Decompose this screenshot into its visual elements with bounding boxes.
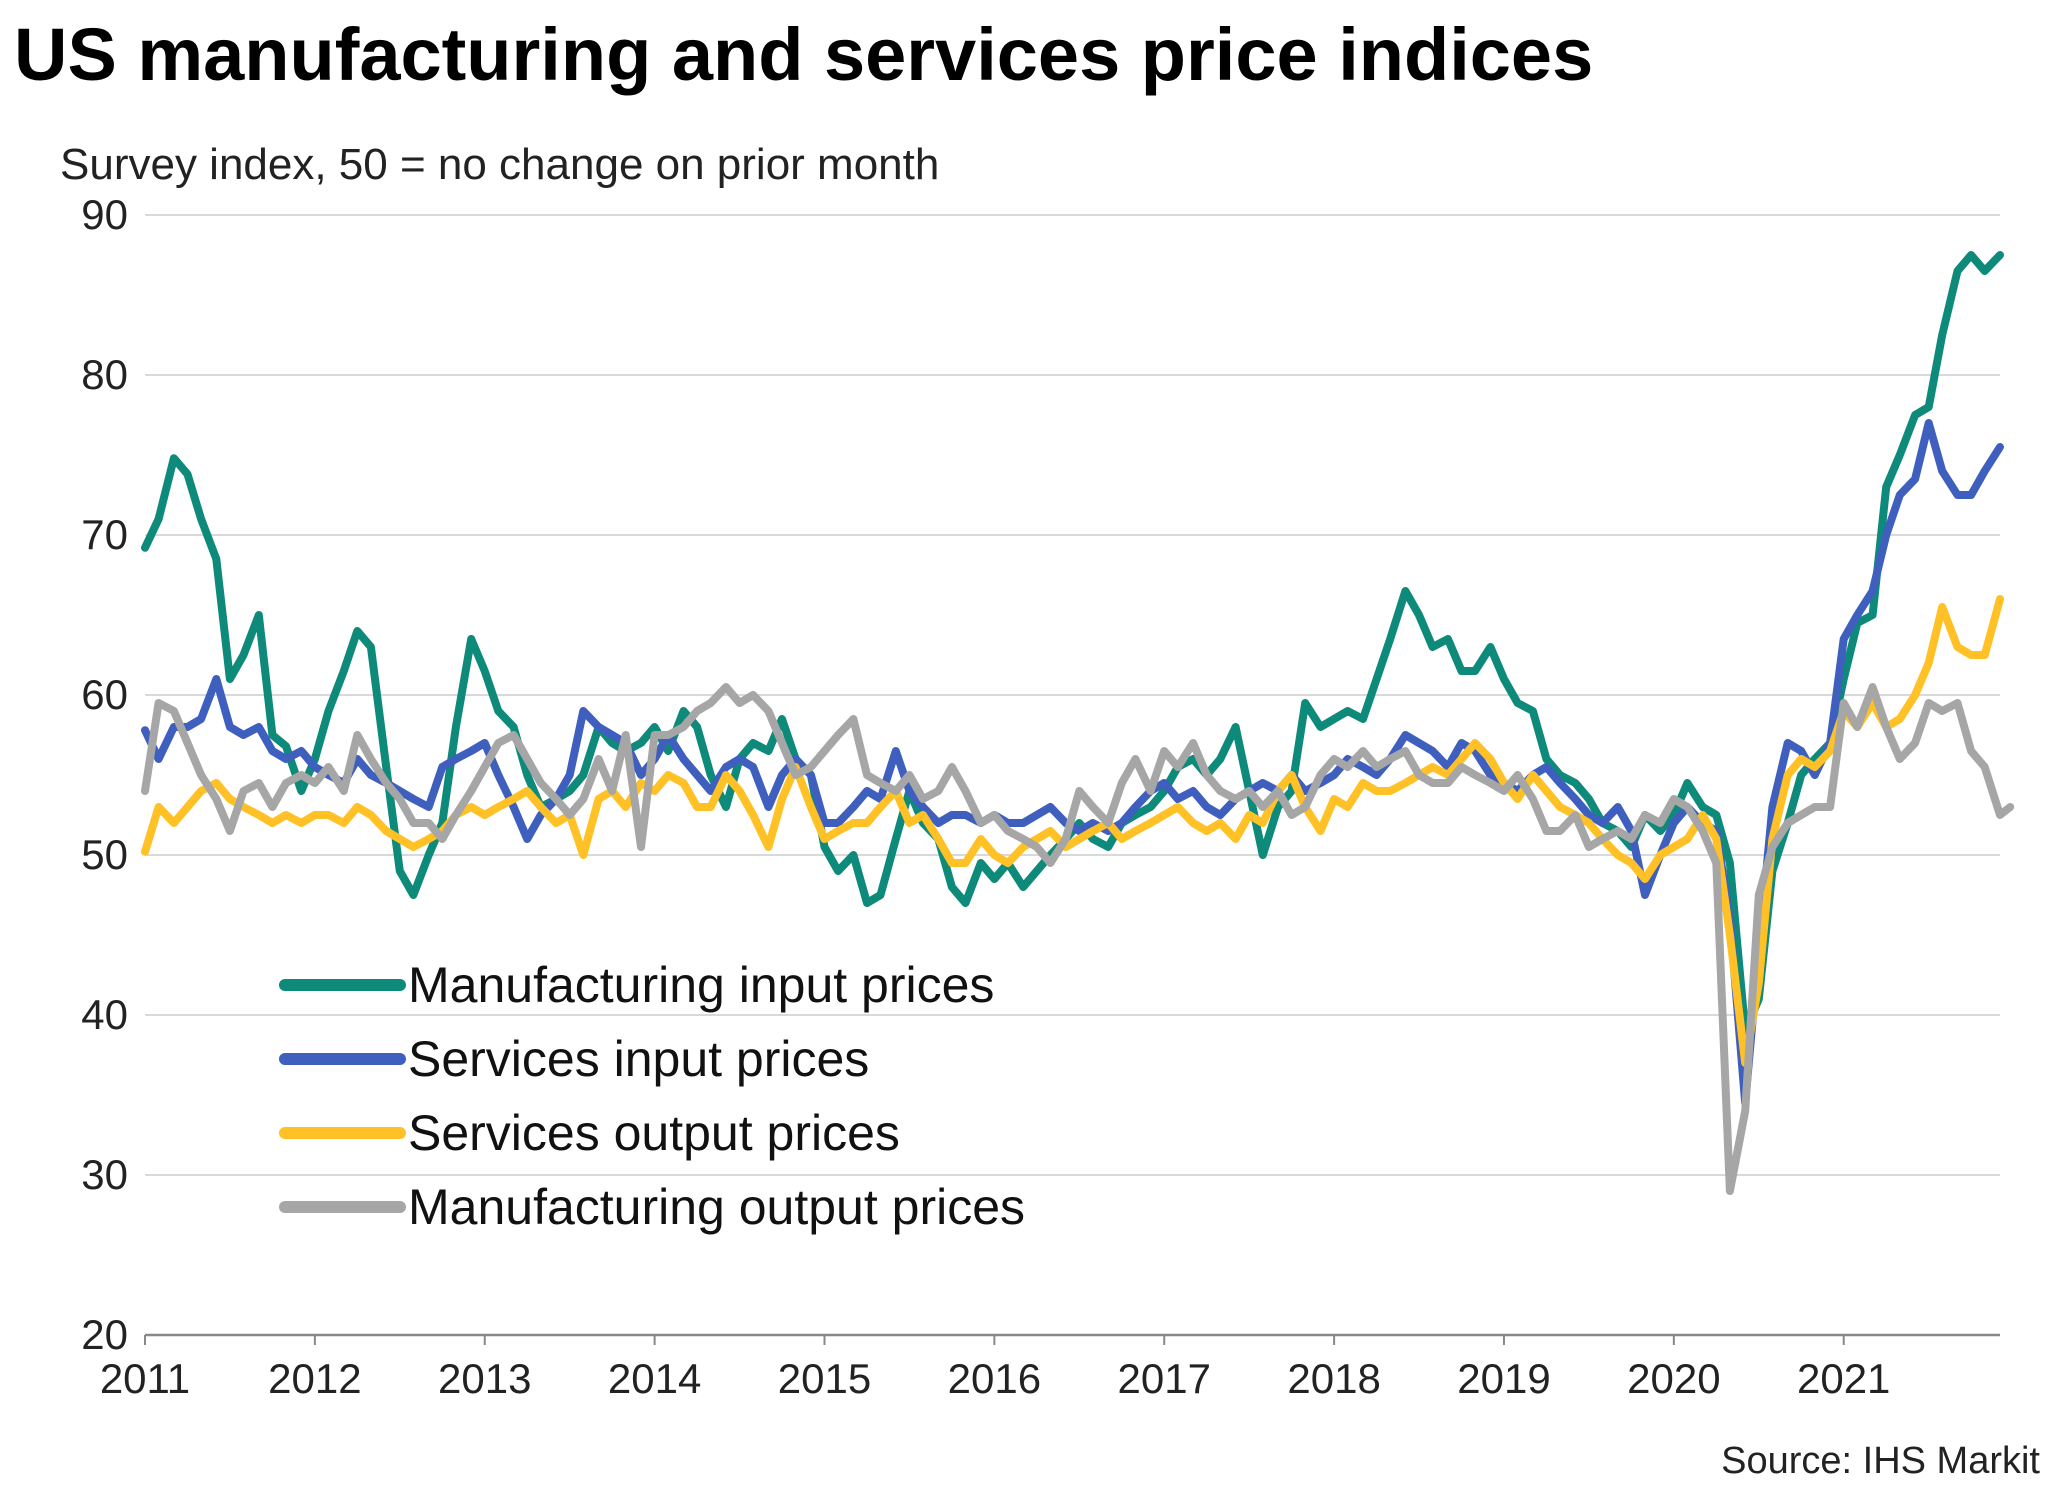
x-tick-label: 2016: [948, 1355, 1041, 1402]
y-tick-label: 30: [81, 1151, 128, 1198]
x-tick-label: 2021: [1797, 1355, 1890, 1402]
x-tick-label: 2020: [1627, 1355, 1720, 1402]
chart-title: US manufacturing and services price indi…: [14, 13, 1594, 96]
x-axis-ticks: 2011 2012 2013 2014 2015 2016 2017 2018 2019 2020…: [100, 1335, 1890, 1402]
legend-label-services-output-prices: Services output prices: [408, 1105, 900, 1161]
x-tick-label: 2015: [778, 1355, 871, 1402]
legend-label-services-input-prices: Services input prices: [408, 1031, 869, 1087]
y-tick-label: 50: [81, 831, 128, 878]
x-tick-label: 2018: [1287, 1355, 1380, 1402]
legend-label-manufacturing-output-prices: Manufacturing output prices: [408, 1179, 1025, 1235]
gridlines: [145, 214, 2000, 1176]
x-tick-label: 2011: [100, 1355, 190, 1402]
y-tick-label: 60: [81, 671, 128, 718]
chart-source: Source: IHS Markit: [1721, 1440, 2040, 1482]
x-tick-label: 2012: [268, 1355, 361, 1402]
y-axis-ticks: 20 30 40 50 60 70 80 90: [81, 191, 128, 1358]
legend: Manufacturing input prices Services input…: [279, 957, 1025, 1235]
x-tick-label: 2019: [1457, 1355, 1550, 1402]
legend-label-manufacturing-input-prices: Manufacturing input prices: [408, 957, 994, 1013]
x-tick-label: 2013: [438, 1355, 531, 1402]
y-tick-label: 80: [81, 351, 128, 398]
chart-subtitle: Survey index, 50 = no change on prior mo…: [60, 140, 940, 189]
series-line-manufacturing-output-prices: [141, 683, 2015, 1195]
series-lines: [141, 251, 2015, 1195]
y-tick-label: 40: [81, 991, 128, 1038]
x-tick-label: 2017: [1118, 1355, 1211, 1402]
y-tick-label: 20: [81, 1311, 128, 1358]
x-tick-label: 2014: [608, 1355, 701, 1402]
y-tick-label: 70: [81, 511, 128, 558]
y-tick-label: 90: [81, 191, 128, 238]
